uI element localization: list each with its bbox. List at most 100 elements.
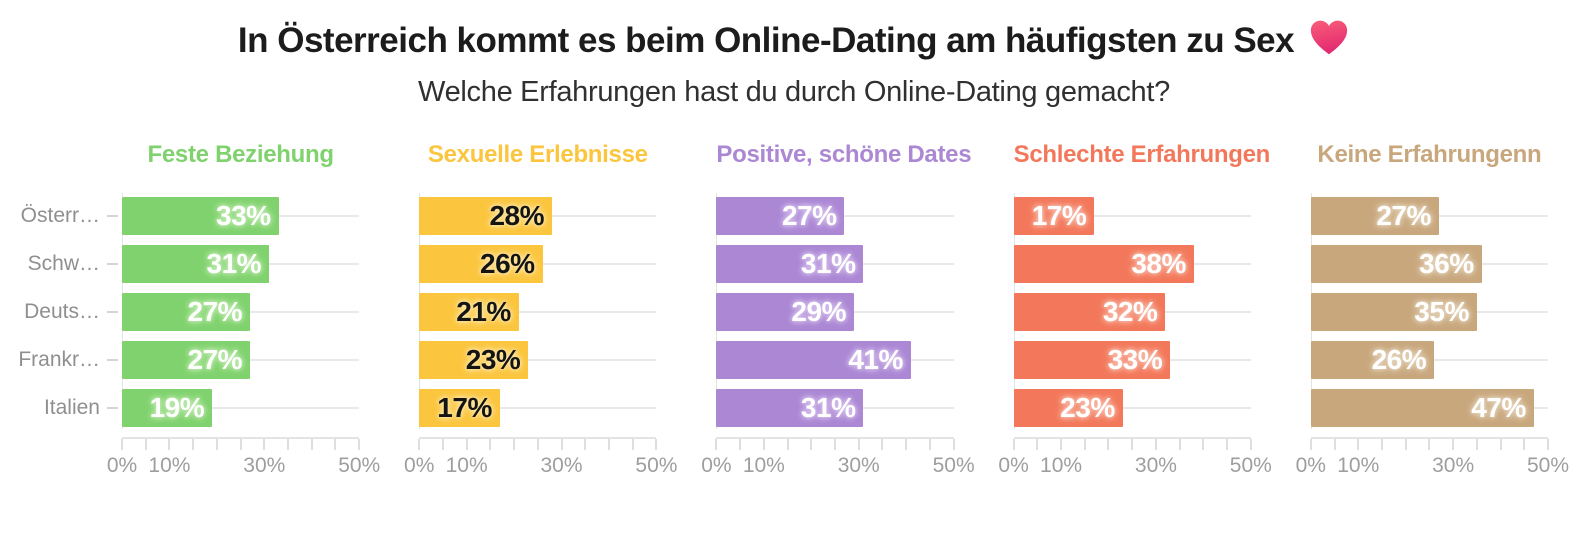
bar-value-label: 32% [1102, 296, 1158, 327]
bar: 27% [1310, 197, 1439, 235]
x-axis-tick-label: 30% [540, 454, 583, 477]
bar-row: 23% [1013, 389, 1252, 427]
bar-value-label: 38% [1131, 248, 1186, 279]
x-axis-tick [536, 439, 539, 450]
bar-row: 19% [122, 389, 360, 427]
bar-row: 35% [1310, 293, 1549, 331]
bar: 35% [1310, 293, 1477, 331]
bar: 41% [716, 341, 911, 379]
bar-row: 33% [122, 197, 360, 235]
x-axis-tick [334, 439, 337, 450]
bar-value-label: 31% [800, 392, 856, 423]
x-axis-tick [739, 439, 742, 450]
x-axis-tick [1475, 439, 1478, 450]
x-axis: 0% 10% 30% 50% [107, 437, 380, 485]
category-label: Frankr… [18, 341, 122, 379]
bar: 33% [122, 197, 279, 235]
x-axis-tick [928, 439, 931, 450]
bar-value-label: 35% [1414, 296, 1469, 327]
x-axis-tick [834, 439, 836, 450]
bar-value-label: 41% [848, 344, 903, 375]
x-axis-tick [560, 439, 563, 450]
bar-value-label: 31% [206, 248, 262, 279]
bar-value-label: 27% [187, 344, 243, 375]
x-axis-tick [762, 439, 765, 450]
x-axis: 0% 10% 30% 50% [998, 437, 1272, 485]
x-axis-tick [121, 439, 123, 450]
bars: 27% 31% 29% 41% 31% [716, 193, 954, 429]
bar-value-label: 33% [216, 200, 271, 231]
panel-title: Positive, schöne Dates [716, 141, 972, 168]
bar-value-label: 31% [800, 248, 856, 279]
plot-area: 28% 26% 21% 23% 17% 0% 10% 30% 50% [404, 193, 677, 485]
bar-value-label: 27% [1376, 200, 1431, 231]
x-axis-tick [786, 439, 789, 450]
bar: 31% [716, 389, 864, 427]
x-axis-tick-label: 30% [1134, 454, 1177, 477]
x-axis-tick [1226, 439, 1229, 450]
bar-row: 27% [716, 197, 954, 235]
x-axis-tick [513, 439, 516, 450]
bar-row: 29% [716, 293, 954, 331]
bar-value-label: 23% [1060, 392, 1115, 423]
x-axis-tick [1249, 439, 1252, 450]
bar: 32% [1013, 293, 1166, 331]
bar-value-label: 36% [1419, 248, 1474, 279]
x-axis-tick [1083, 439, 1086, 450]
bar-value-label: 19% [149, 392, 205, 423]
bars: 28% 26% 21% 23% 17% [419, 193, 657, 429]
bar-row: 27% [1310, 197, 1549, 235]
bar: 21% [419, 293, 519, 331]
bar: 17% [1013, 197, 1095, 235]
bar: 47% [1310, 389, 1534, 427]
bar-value-label: 27% [187, 296, 243, 327]
x-axis-tick [881, 439, 884, 450]
page-title: In Österreich kommt es beim Online-Datin… [0, 16, 1588, 66]
x-axis-tick-label: 0% [106, 454, 138, 477]
bar-row: 38% [1013, 245, 1252, 283]
bar: 27% [122, 341, 251, 379]
bar-value-label: 26% [480, 248, 535, 279]
bar-value-label: 17% [1031, 200, 1087, 231]
x-axis-tick [1154, 439, 1157, 450]
x-axis-tick [1178, 439, 1181, 450]
x-axis-tick [655, 439, 658, 450]
bar-row: 31% [716, 389, 954, 427]
bar-row: 31% [122, 245, 360, 283]
x-axis-tick [1380, 439, 1383, 450]
x-axis-tick [1547, 439, 1550, 450]
x-axis-tick [418, 439, 421, 450]
x-axis-tick [631, 439, 634, 450]
x-axis-tick [192, 439, 195, 450]
x-axis: 0% 10% 30% 50% [1296, 437, 1569, 485]
x-axis-tick [1357, 439, 1360, 450]
x-axis-tick [239, 439, 242, 450]
panel-title: Keine Erfahrungenn [1317, 141, 1542, 168]
category-axis: Österr… Schw… Deuts… Frankr… Italien [18, 139, 122, 437]
plot-area: 17% 38% 32% 33% 23% 0% 10% 30% 50% [998, 193, 1272, 485]
bar: 31% [716, 245, 864, 283]
infographic: In Österreich kommt es beim Online-Datin… [0, 16, 1588, 534]
x-axis-tick [1523, 439, 1526, 450]
x-axis-tick [607, 439, 610, 450]
bar: 36% [1310, 245, 1482, 283]
x-axis-tick [310, 439, 313, 450]
x-axis-tick [215, 439, 218, 450]
x-axis: 0% 10% 30% 50% [404, 437, 677, 485]
category-label: Schw… [22, 245, 122, 283]
x-axis-tick [1428, 439, 1431, 450]
page-subtitle: Welche Erfahrungen hast du durch Online-… [418, 76, 1170, 108]
bar-row: 17% [1013, 197, 1252, 235]
bar-value-label: 33% [1107, 344, 1163, 375]
x-axis-tick-label: 10% [148, 454, 191, 477]
panel-4: Schlechte Erfahrungen 17% 38% 32% 33% 23% 0% 10… [998, 139, 1272, 485]
x-axis-tick-label: 50% [635, 454, 678, 477]
bar-row: 27% [122, 293, 360, 331]
x-axis-tick-label: 10% [1337, 454, 1380, 477]
bar-row: 31% [716, 245, 954, 283]
bar: 33% [1013, 341, 1171, 379]
bar: 17% [419, 389, 500, 427]
x-axis-tick-label: 30% [243, 454, 286, 477]
x-axis-tick-label: 30% [1432, 454, 1475, 477]
x-axis-tick-label: 50% [932, 454, 975, 477]
